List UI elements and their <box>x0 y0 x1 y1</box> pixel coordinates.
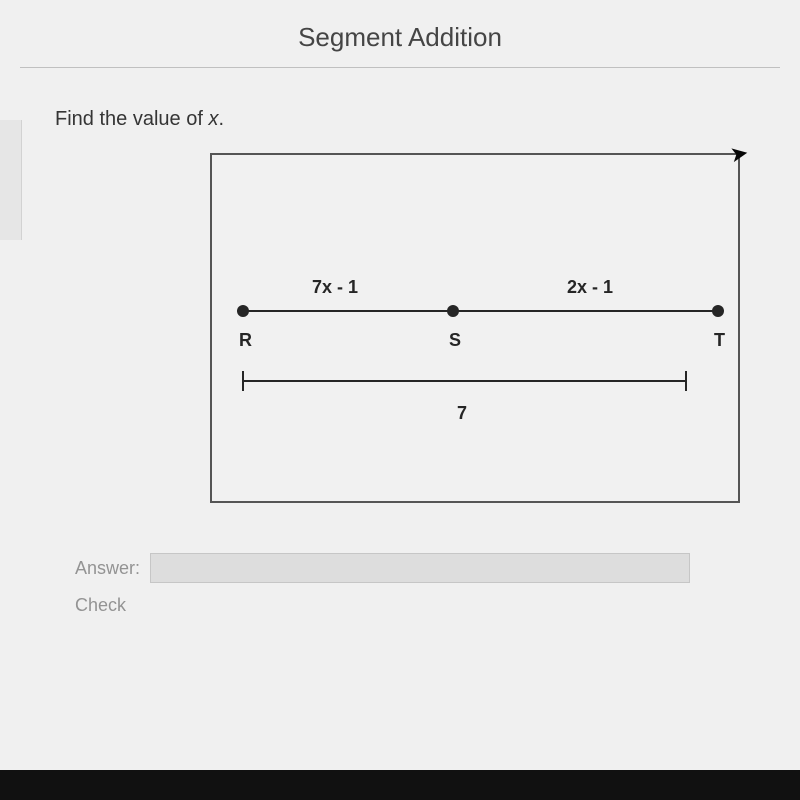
point-S-dot <box>447 305 459 317</box>
prompt-prefix: Find the value of <box>55 108 208 130</box>
point-T-label: T <box>714 330 725 351</box>
measure-tick-left <box>242 371 244 391</box>
measure-tick-right <box>685 371 687 391</box>
prompt-variable: x <box>208 108 218 130</box>
check-button[interactable]: Check <box>75 595 800 616</box>
answer-label: Answer: <box>75 558 140 579</box>
device-bottom-bezel <box>0 770 800 800</box>
diagram-frame: ➤ 7x - 1 2x - 1 R S T 7 <box>210 153 740 503</box>
segment-RS-label: 7x - 1 <box>312 277 358 298</box>
measure-bar <box>242 380 687 382</box>
problem-prompt: Find the value of x. <box>0 68 800 131</box>
point-R-label: R <box>239 330 252 351</box>
left-panel-sliver <box>0 120 22 240</box>
answer-input[interactable] <box>150 553 690 583</box>
point-R-dot <box>237 305 249 317</box>
segment-line-RT <box>242 310 722 312</box>
point-T-dot <box>712 305 724 317</box>
prompt-suffix: . <box>218 108 224 130</box>
cursor-icon: ➤ <box>727 140 750 169</box>
page-title: Segment Addition <box>0 0 800 67</box>
segment-ST-label: 2x - 1 <box>567 277 613 298</box>
point-S-label: S <box>449 330 461 351</box>
measure-total-label: 7 <box>457 403 467 424</box>
